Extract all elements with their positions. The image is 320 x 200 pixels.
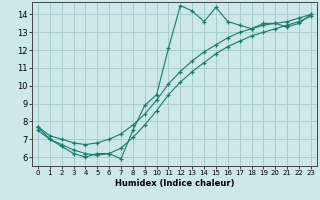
X-axis label: Humidex (Indice chaleur): Humidex (Indice chaleur) bbox=[115, 179, 234, 188]
